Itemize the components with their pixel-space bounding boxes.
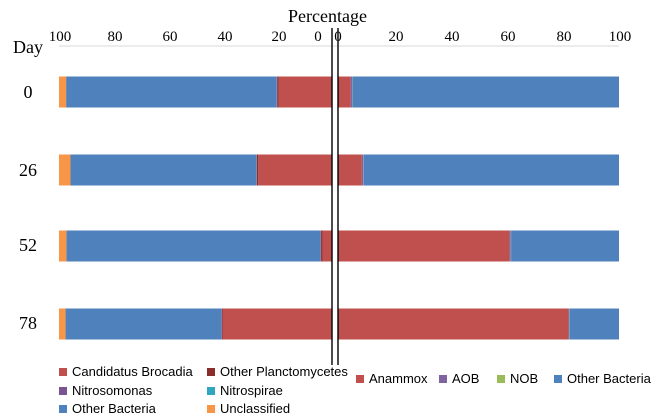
- legend-label: Anammox: [369, 371, 428, 386]
- right-bar-anammox-day-78: [338, 308, 569, 340]
- legend-swatch: [554, 374, 562, 383]
- legend-swatch: [439, 374, 447, 383]
- legend-item-nitrosomonas: Nitrosomonas: [59, 383, 152, 398]
- legend-item-nob: NOB: [497, 371, 538, 386]
- right-x-tick: 0: [334, 29, 342, 45]
- left-bar-unclassified-day-26: [59, 154, 71, 186]
- legend-item-aob: AOB: [439, 371, 479, 386]
- left-bar-candidatus-brocadia-day-26: [258, 154, 332, 186]
- left-x-tick: 80: [107, 29, 123, 45]
- left-bar-candidatus-brocadia-day-52: [322, 230, 332, 262]
- right-x-tick: 60: [500, 29, 516, 45]
- right-bar-anammox-day-0: [338, 76, 351, 108]
- legend-swatch: [59, 386, 67, 395]
- right-bar-other-bacteria-day-26: [363, 154, 619, 186]
- right-bar-other-bacteria-day-78: [569, 308, 619, 340]
- chart-title: Percentage: [288, 6, 367, 26]
- right-bar-anammox-day-52: [338, 230, 510, 262]
- legend-item-other-bacteria-left: Other Bacteria: [59, 401, 156, 416]
- legend-label: Candidatus Brocadia: [72, 364, 193, 379]
- right-bar-aob-day-78: [568, 308, 570, 340]
- legend-swatch: [207, 386, 215, 395]
- legend-swatch: [497, 374, 505, 383]
- left-x-tick: 20: [271, 29, 287, 45]
- left-bar-other-bacteria-day-78: [65, 308, 222, 340]
- left-bar-other-planctomycetes-day-52: [321, 230, 323, 262]
- category-label-0: 0: [23, 82, 33, 102]
- legend-label: Nitrospirae: [220, 383, 283, 398]
- legend-item-candidatus-brocadia: Candidatus Brocadia: [59, 364, 193, 379]
- legend-label: AOB: [452, 371, 480, 386]
- legend-label: Other Bacteria: [567, 371, 651, 386]
- right-x-tick: 80: [556, 29, 572, 45]
- legend-label: NOB: [510, 371, 539, 386]
- legend-item-unclassified: Unclassified: [207, 401, 290, 416]
- left-bar-nitrosomonas-day-52: [320, 230, 322, 262]
- category-label-78: 78: [19, 313, 37, 333]
- left-bar-unclassified-day-52: [59, 230, 67, 262]
- left-x-tick: 60: [162, 29, 178, 45]
- legend-label: Other Bacteria: [72, 401, 156, 416]
- left-bar-other-bacteria-day-0: [66, 76, 277, 108]
- left-bar-candidatus-brocadia-day-78: [222, 308, 332, 340]
- legend-label: Other Planctomycetes: [220, 364, 348, 379]
- left-bar-other-bacteria-day-52: [66, 230, 321, 262]
- category-label-26: 26: [19, 160, 37, 180]
- left-bar-candidatus-brocadia-day-0: [278, 76, 332, 108]
- category-axis-title: Day: [13, 37, 43, 57]
- legend-swatch: [59, 367, 67, 376]
- right-bar-anammox-day-26: [338, 154, 362, 186]
- legend-item-other-bacteria-right: Other Bacteria: [554, 371, 651, 386]
- left-bar-unclassified-day-78: [59, 308, 66, 340]
- right-bar-aob-day-26: [361, 154, 364, 186]
- right-x-tick: 20: [388, 29, 404, 45]
- left-bar-nitrosomonas-day-26: [256, 154, 257, 186]
- left-x-tick: 0: [314, 29, 322, 45]
- legend-item-nitrospirae: Nitrospirae: [207, 383, 283, 398]
- left-bar-other-bacteria-day-26: [70, 154, 257, 186]
- right-x-tick: 100: [608, 29, 632, 45]
- legend-swatch: [207, 367, 215, 376]
- right-bar-aob-day-0: [350, 76, 353, 108]
- legend-item-anammox: Anammox: [356, 371, 428, 386]
- right-x-tick: 40: [444, 29, 460, 45]
- legend-item-other-planctomycetes: Other Planctomycetes: [207, 364, 348, 379]
- legend-label: Nitrosomonas: [72, 383, 153, 398]
- left-bar-nitrosomonas-day-0: [276, 76, 278, 108]
- left-x-tick: 100: [48, 29, 72, 45]
- left-bar-unclassified-day-0: [59, 76, 67, 108]
- legend-swatch: [59, 404, 67, 413]
- legend-swatch: [207, 404, 215, 413]
- left-bar-other-planctomycetes-day-26: [256, 154, 259, 186]
- right-bar-other-bacteria-day-0: [352, 76, 619, 108]
- right-bar-aob-day-52: [509, 230, 511, 262]
- legend-swatch: [356, 374, 364, 383]
- left-bar-nitrosomonas-day-78: [221, 308, 222, 340]
- legend-label: Unclassified: [220, 401, 291, 416]
- left-x-tick: 40: [217, 29, 233, 45]
- left-bar-other-planctomycetes-day-78: [221, 308, 223, 340]
- category-label-52: 52: [19, 235, 37, 255]
- left-bar-other-planctomycetes-day-0: [277, 76, 279, 108]
- right-bar-other-bacteria-day-52: [511, 230, 619, 262]
